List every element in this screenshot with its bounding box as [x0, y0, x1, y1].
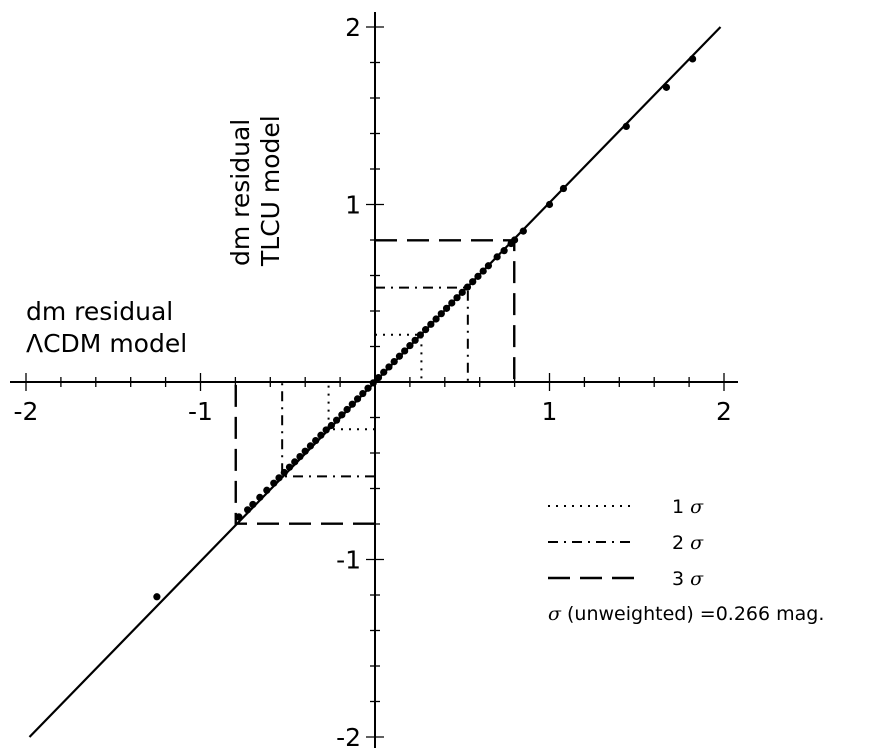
data-point: [432, 315, 440, 323]
data-point: [416, 331, 424, 339]
data-point: [500, 247, 508, 255]
sigma-annotation: σ (unweighted) =0.266 mag.: [548, 603, 824, 625]
data-point: [479, 267, 487, 275]
data-point: [493, 253, 501, 261]
x-tick-label: 1: [542, 397, 558, 426]
data-point: [474, 272, 482, 280]
data-point: [153, 593, 161, 601]
x-tick-label: 2: [716, 397, 732, 426]
legend-label-sigma: σ: [690, 532, 704, 554]
tick-labels: -2 -1 1 2 -2 -1 1 2: [14, 13, 732, 752]
data-point: [306, 442, 315, 450]
y-tick-label: -2: [336, 723, 361, 752]
data-point: [317, 431, 325, 439]
data-point: [333, 416, 341, 424]
x-axis-label-line-1: dm residual: [26, 297, 174, 326]
data-point: [453, 294, 461, 302]
data-point: [510, 236, 519, 244]
y-tick-label: 1: [345, 191, 361, 220]
data-point: [422, 326, 430, 334]
legend-label-number: 2: [672, 532, 690, 554]
data-point: [301, 447, 309, 455]
data-point: [390, 357, 398, 366]
data-point: [244, 506, 252, 514]
x-axis-label: dm residual ΛCDM model: [26, 296, 187, 360]
data-point: [359, 389, 367, 398]
data-point: [270, 479, 278, 487]
y-axis-label: dm residual TLCU model: [226, 86, 286, 266]
legend-label-sigma: σ: [690, 496, 704, 518]
data-point: [406, 342, 414, 350]
data-point: [662, 83, 671, 91]
data-point: [463, 283, 472, 291]
legend-label: 2 σ: [672, 532, 704, 554]
data-point: [374, 373, 383, 382]
data-point: [275, 474, 283, 482]
data-point: [280, 468, 288, 477]
x-tick-label: -1: [188, 397, 213, 426]
data-point: [484, 262, 493, 270]
data-point: [291, 458, 299, 466]
data-point: [312, 436, 320, 445]
data-point: [369, 379, 377, 387]
y-axis-label-line-2: TLCU model: [256, 115, 285, 266]
data-point: [380, 368, 388, 376]
legend-label-number: 3: [672, 568, 690, 590]
data-point: [256, 493, 264, 501]
sigma-annotation-symbol: σ: [548, 603, 562, 625]
x-tick-label: -2: [14, 397, 39, 426]
data-point: [385, 363, 393, 371]
data-point: [458, 288, 466, 296]
data-point: [343, 405, 351, 414]
legend-label: 3 σ: [672, 568, 704, 590]
data-point: [364, 384, 372, 392]
data-point: [448, 299, 456, 307]
data-point: [327, 421, 335, 430]
data-point: [401, 347, 409, 355]
legend-label-number: 1: [672, 496, 690, 518]
data-point: [411, 336, 419, 344]
sigma-box-upper: [375, 286, 469, 382]
legend-label-sigma: σ: [690, 568, 704, 590]
data-point: [322, 426, 330, 434]
data-point: [519, 227, 527, 235]
data-point: [285, 463, 294, 471]
data-point: [622, 122, 630, 130]
legend: 1 σ2 σ3 σσ (unweighted) =0.266 mag.: [548, 496, 824, 625]
data-point: [545, 200, 554, 209]
sigma-annotation-text: (unweighted) =0.266 mag.: [561, 603, 824, 625]
data-point: [296, 452, 304, 461]
data-point: [249, 500, 257, 509]
y-tick-label: -1: [336, 546, 361, 575]
data-point: [427, 320, 435, 328]
data-point: [235, 513, 243, 521]
data-point: [688, 55, 697, 63]
data-point: [353, 395, 362, 403]
sigma-box-lower: [281, 382, 375, 478]
data-point: [348, 400, 356, 408]
legend-label: 1 σ: [672, 496, 704, 518]
data-point: [559, 184, 568, 193]
data-point: [442, 304, 451, 312]
data-point: [469, 278, 477, 286]
x-axis-label-line-2: ΛCDM model: [26, 329, 188, 358]
data-point: [338, 411, 346, 419]
data-point: [395, 352, 404, 360]
data-point: [437, 310, 445, 318]
y-tick-label: 2: [345, 13, 361, 42]
y-axis-label-line-1: dm residual: [226, 118, 255, 266]
data-points: [153, 55, 697, 601]
data-point: [263, 486, 271, 494]
